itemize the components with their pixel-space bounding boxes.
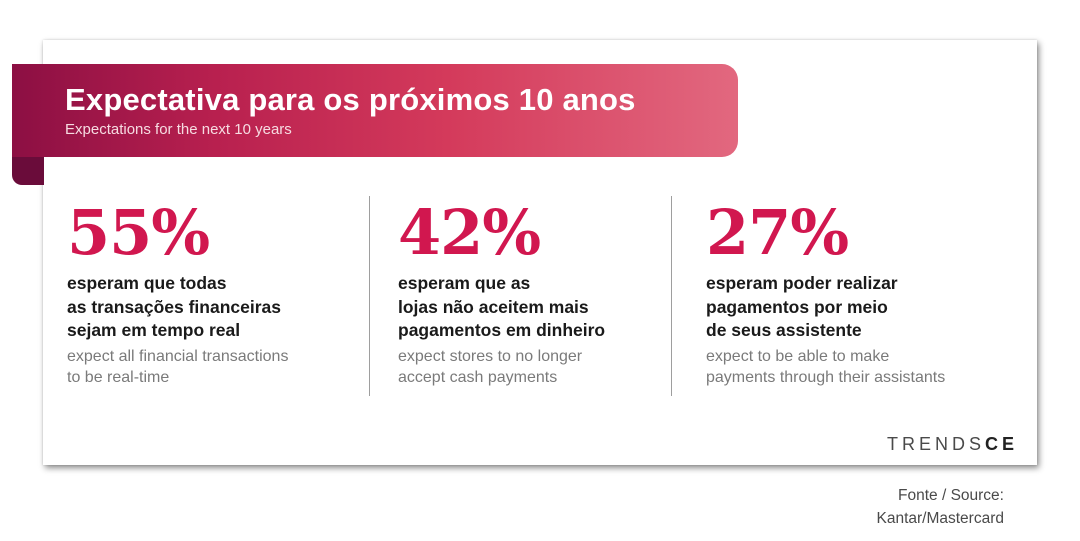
stat-block-2: 42% esperam que as lojas não aceitem mai… — [398, 198, 698, 388]
stat-description-en-line: payments through their assistants — [706, 368, 946, 386]
stat-description-en-line: to be real-time — [67, 368, 170, 386]
stat-description-pt-line: pagamentos em dinheiro — [398, 320, 606, 340]
stat-block-1: 55% esperam que todas as transações fina… — [67, 198, 367, 388]
stat-description-pt: esperam poder realizar pagamentos por me… — [706, 272, 1006, 343]
stat-description-en-line: expect to be able to make — [706, 347, 890, 365]
stat-description-pt-line: esperam poder realizar — [706, 273, 898, 293]
banner-fold — [12, 155, 44, 185]
source-label: Fonte / Source: — [898, 487, 1004, 504]
column-divider — [369, 196, 370, 396]
stat-description-pt-line: pagamentos por meio — [706, 296, 888, 317]
stat-description-pt: esperam que todas as transações financei… — [67, 272, 367, 343]
stat-percent: 27% — [706, 196, 849, 269]
stat-description-en: expect stores to no longer accept cash p… — [398, 346, 698, 388]
stat-percent: 42% — [398, 196, 541, 269]
source-name: Kantar/Mastercard — [876, 510, 1005, 527]
stat-description-en-line: accept cash payments — [398, 368, 558, 386]
stat-description-pt-line: as transações financeiras — [67, 296, 282, 317]
stat-block-3: 27% esperam poder realizar pagamentos po… — [706, 198, 1006, 388]
stat-percent: 55% — [67, 196, 210, 269]
stat-description-en-line: expect all financial transactions — [67, 347, 289, 365]
stat-description-en: expect all financial transactions to be … — [67, 346, 367, 388]
stat-description-pt-line: de seus assistente — [706, 320, 862, 340]
stat-description-pt-line: esperam que as — [398, 273, 531, 293]
trendsce-logo: TRENDSCE — [887, 434, 1018, 455]
stat-description-pt-line: esperam que todas — [67, 273, 227, 293]
stat-description-pt-line: lojas não aceitem mais — [398, 296, 589, 317]
stat-description-en-line: expect stores to no longer — [398, 347, 583, 365]
stat-description-en: expect to be able to make payments throu… — [706, 346, 1006, 388]
column-divider — [671, 196, 672, 396]
stat-description-pt-line: sejam em tempo real — [67, 320, 241, 340]
source-note: Fonte / Source: Kantar/Mastercard — [877, 484, 1005, 530]
banner-title: Expectativa para os próximos 10 anos — [65, 82, 636, 117]
logo-text-light: TRENDS — [887, 434, 986, 454]
banner-subtitle: Expectations for the next 10 years — [65, 121, 292, 138]
logo-text-bold: CE — [985, 434, 1019, 454]
title-banner — [12, 64, 738, 157]
stat-description-pt: esperam que as lojas não aceitem mais pa… — [398, 272, 698, 343]
